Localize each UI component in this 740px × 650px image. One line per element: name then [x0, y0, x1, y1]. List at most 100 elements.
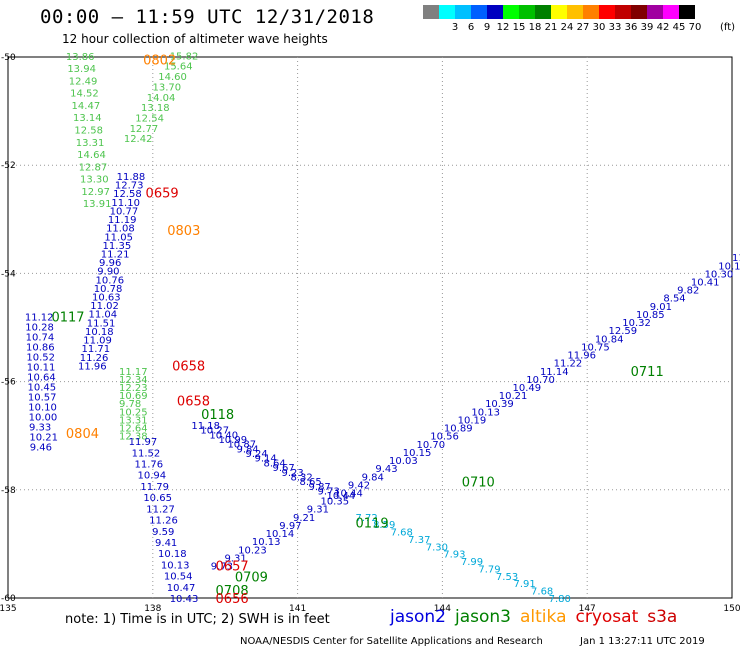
legend-swatch — [663, 5, 679, 19]
swh-value: 10.11 — [27, 363, 56, 374]
legend-swatch — [679, 5, 695, 19]
swh-value: 11.18 — [191, 421, 220, 432]
swh-value: 11.02 — [90, 301, 119, 312]
mission-legend: jason2 jason3 altika cryosat s3a — [390, 607, 686, 627]
swh-value: 10.99 — [218, 435, 247, 446]
swh-value: 10.57 — [28, 393, 57, 404]
swh-value: 10.39 — [485, 399, 514, 410]
swh-value: 10.45 — [27, 383, 56, 394]
swh-value: 10.14 — [266, 529, 295, 540]
swh-value: 13.91 — [83, 199, 112, 210]
swh-value: 11.27 — [146, 504, 175, 515]
swh-value: 13.31 — [76, 138, 105, 149]
footnote: note: 1) Time is in UTC; 2) SWH is in fe… — [65, 612, 330, 627]
swh-value: 10.25 — [119, 407, 148, 418]
swh-value: 11.51 — [87, 318, 116, 329]
lat-tick-label: -56 — [1, 378, 16, 388]
legend-swatch — [503, 5, 519, 19]
lon-tick-label: 147 — [579, 604, 596, 614]
swh-value: 11.09 — [83, 336, 112, 347]
swh-value: 9.90 — [97, 267, 119, 278]
legend-unit: (ft) — [720, 22, 736, 33]
swh-value: 11.26 — [149, 516, 178, 527]
swh-value: 10.35 — [320, 497, 349, 508]
swh-value: 15.64 — [164, 62, 193, 73]
color-legend-bar — [423, 5, 695, 19]
swh-value: 10.44 — [327, 491, 356, 502]
swh-value: 11.05 — [104, 232, 133, 243]
swh-value: 13.30 — [80, 175, 109, 186]
legend-label: 9 — [483, 22, 491, 33]
legend-label: 70 — [688, 22, 702, 33]
swh-value: 10.23 — [238, 545, 267, 556]
swh-value: 10.64 — [27, 373, 56, 384]
swh-value: 12.49 — [69, 76, 98, 87]
lon-tick-label: 138 — [144, 604, 161, 614]
swh-value: 12.58 — [113, 189, 142, 200]
legend-label: 6 — [467, 22, 475, 33]
swh-value: 8.32 — [291, 472, 313, 483]
swh-value: 9.42 — [348, 480, 370, 491]
swh-value: 12.77 — [130, 124, 159, 135]
swh-value: 11.96 — [567, 351, 596, 362]
swh-value: 10.11 — [718, 261, 740, 272]
legend-swatch — [615, 5, 631, 19]
swh-value: 10.70 — [416, 440, 445, 451]
pass-time-label: 0802 — [143, 54, 176, 69]
swh-value: 12.58 — [74, 125, 103, 136]
swh-value: 10.32 — [622, 318, 651, 329]
swh-value: 11.12 — [25, 313, 54, 324]
legend-swatch — [423, 5, 439, 19]
swh-value: 10.54 — [164, 572, 193, 583]
swh-value: 12.54 — [135, 113, 164, 124]
swh-value: 10.10 — [28, 403, 57, 414]
legend-swatch — [519, 5, 535, 19]
swh-value: 11.88 — [117, 172, 146, 183]
legend-swatch — [599, 5, 615, 19]
swh-value: 10.85 — [636, 310, 665, 321]
pass-time-label: 0709 — [235, 570, 268, 585]
mission-label-altika: altika — [520, 607, 567, 627]
swh-value: 10.13 — [471, 407, 500, 418]
swh-value: 7.37 — [408, 535, 430, 546]
swh-value: 7.72 — [356, 513, 378, 524]
swh-value: 11.76 — [135, 460, 164, 471]
lat-tick-label: -50 — [1, 53, 16, 63]
legend-swatch — [583, 5, 599, 19]
swh-value: 11.10 — [111, 198, 140, 209]
swh-value: 10.49 — [513, 383, 542, 394]
swh-value: 11.52 — [132, 448, 161, 459]
swh-value: 11.21 — [101, 249, 130, 260]
pass-time-label: 0804 — [66, 427, 99, 442]
legend-label: 21 — [544, 22, 558, 33]
swh-value: 13.70 — [152, 82, 181, 93]
swh-value: 10.87 — [227, 440, 256, 451]
swh-value: 9.67 — [273, 463, 295, 474]
swh-value: 10.69 — [119, 391, 148, 402]
swh-value: 10.78 — [94, 284, 123, 295]
swh-value: 10.27 — [200, 426, 229, 437]
swh-value: 7.80 — [549, 594, 571, 605]
swh-value: 14.60 — [158, 72, 187, 83]
chart-title: 00:00 – 11:59 UTC 12/31/2018 — [40, 6, 375, 28]
chart-subtitle: 12 hour collection of altimeter wave hei… — [62, 32, 328, 46]
swh-value: 9.23 — [282, 468, 304, 479]
swh-value: 10.21 — [499, 391, 528, 402]
pass-time-label: 0658 — [172, 359, 205, 374]
swh-value: 10.74 — [26, 333, 55, 344]
swh-value: 10.21 — [29, 433, 58, 444]
swh-value: 10.89 — [444, 424, 473, 435]
swh-value: 9.33 — [29, 423, 51, 434]
legend-label: 24 — [560, 22, 574, 33]
pass-time-label: 0710 — [462, 476, 495, 491]
lon-tick-label: 150 — [723, 604, 740, 614]
swh-value: 8.59 — [373, 520, 395, 531]
swh-value: 10.28 — [25, 323, 54, 334]
swh-value: 10.52 — [26, 353, 55, 364]
legend-label: 33 — [608, 22, 622, 33]
swh-value: 14.04 — [147, 93, 176, 104]
swh-value: 9.84 — [362, 472, 384, 483]
swh-value: 12.97 — [81, 187, 110, 198]
swh-value: 9.14 — [254, 454, 276, 465]
legend-label: 36 — [624, 22, 638, 33]
